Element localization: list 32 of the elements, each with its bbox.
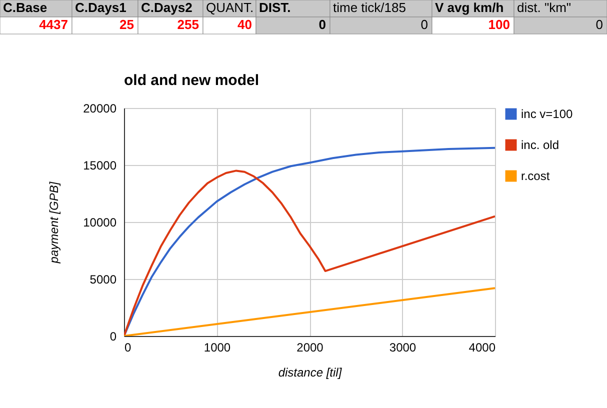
x-tick-label: 1000 bbox=[204, 340, 231, 354]
x-tick-label: 4000 bbox=[468, 340, 496, 354]
text: 25 bbox=[120, 17, 134, 32]
text: V avg km/h bbox=[435, 0, 504, 15]
x-tick-label: 3000 bbox=[389, 340, 416, 354]
x-axis-title: distance [til] bbox=[278, 366, 342, 380]
text: QUANT. bbox=[206, 0, 254, 15]
legend-label: inc. old bbox=[521, 138, 560, 152]
legend-label: inc v=100 bbox=[521, 107, 574, 121]
text: DIST. bbox=[259, 0, 291, 15]
chart-title: old and new model bbox=[124, 72, 260, 89]
text: 100 bbox=[488, 17, 510, 32]
text: 0 bbox=[596, 17, 603, 32]
x-tick-label: 0 bbox=[124, 340, 132, 354]
text: time tick/185 bbox=[333, 0, 406, 15]
text: 40 bbox=[238, 17, 252, 32]
text: C.Days1 bbox=[75, 0, 126, 15]
y-tick-label: 15000 bbox=[83, 158, 117, 172]
text: 255 bbox=[177, 17, 199, 32]
y-tick-label: 0 bbox=[110, 330, 117, 344]
y-tick-label: 20000 bbox=[83, 102, 117, 116]
text: C.Base bbox=[3, 0, 48, 15]
legend-label: r.cost bbox=[521, 169, 550, 183]
y-tick-label: 5000 bbox=[90, 272, 117, 286]
text: C.Days2 bbox=[141, 0, 192, 15]
text: 0 bbox=[318, 17, 326, 32]
y-axis-title: payment [GPB] bbox=[47, 181, 62, 264]
text: 4437 bbox=[39, 17, 68, 32]
y-tick-label: 10000 bbox=[83, 216, 117, 230]
text: dist. "km" bbox=[517, 0, 572, 15]
text: 0 bbox=[420, 17, 428, 32]
x-tick-label: 2000 bbox=[296, 340, 324, 354]
